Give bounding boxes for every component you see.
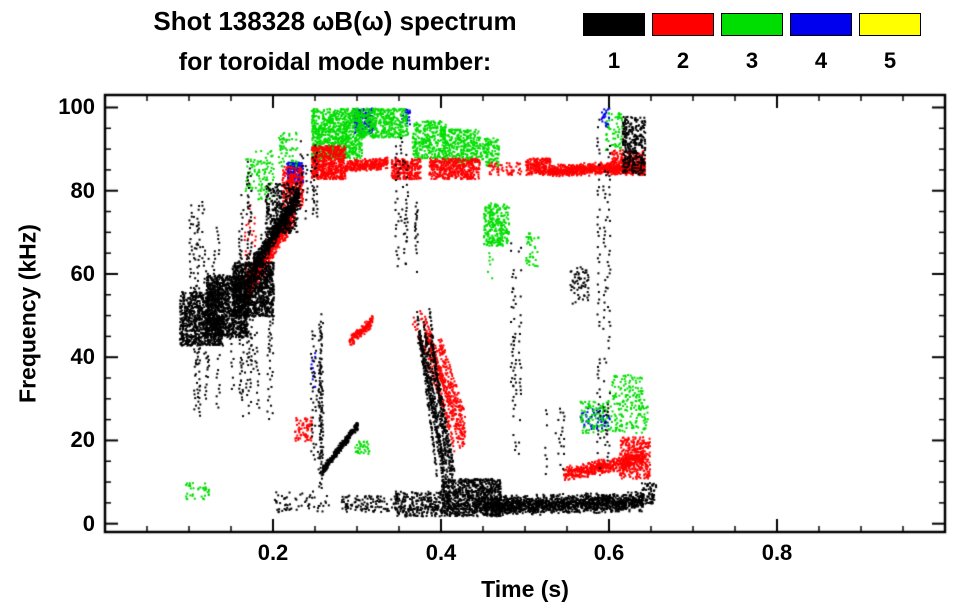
x-tick-label-0.2: 0.2 <box>257 540 289 565</box>
y-tick-label-80: 80 <box>70 177 95 203</box>
legend-swatches <box>583 13 928 36</box>
legend-numbers: 1 2 3 4 5 <box>583 48 928 74</box>
legend-number-n5: 5 <box>883 48 897 73</box>
legend-number-n2: 2 <box>676 48 690 73</box>
y-tick-label-0: 0 <box>82 510 95 536</box>
x-axis-label: Time (s) <box>481 576 569 602</box>
legend-number-n3: 3 <box>745 48 759 73</box>
y-tick-label-40: 40 <box>70 344 95 370</box>
chart-title-line2: for toroidal mode number: <box>178 48 492 76</box>
y-tick-label-20: 20 <box>70 427 95 453</box>
legend-swatch-n2 <box>652 13 714 36</box>
x-tick-label-0.8: 0.8 <box>761 540 793 565</box>
y-tick-label-100: 100 <box>58 94 95 120</box>
y-axis-label: Frequency (kHz) <box>14 224 41 403</box>
legend-number-n4: 4 <box>814 48 828 73</box>
x-tick-label-0.4: 0.4 <box>425 540 457 565</box>
y-tick-label-60: 60 <box>70 260 95 286</box>
legend-swatch-n4 <box>790 13 852 36</box>
legend-swatch-n3 <box>721 13 783 36</box>
legend-swatch-n1 <box>583 13 645 36</box>
x-tick-label-0.6: 0.6 <box>593 540 625 565</box>
legend-swatch-n5 <box>859 13 921 36</box>
legend-number-n1: 1 <box>607 48 621 73</box>
chart-title-line1: Shot 138328 ωB(ω) spectrum <box>153 6 517 36</box>
